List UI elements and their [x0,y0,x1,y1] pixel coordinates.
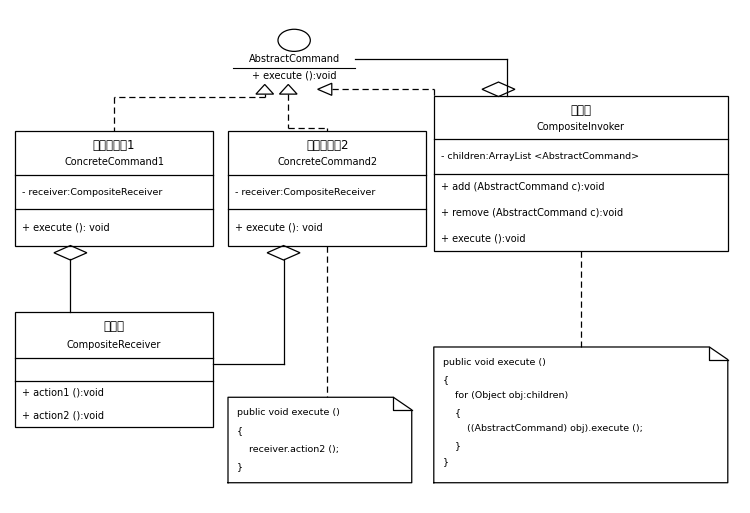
Text: + execute ():void: + execute ():void [252,70,337,81]
Text: CompositeReceiver: CompositeReceiver [67,340,161,350]
Text: }: } [237,463,243,471]
Text: for (Object obj:children): for (Object obj:children) [442,391,568,400]
Text: 接收者: 接收者 [104,320,125,333]
Text: 具体命令的1: 具体命令的1 [93,139,135,152]
Text: + action2 ():void: + action2 ():void [22,411,104,421]
Text: CompositeInvoker: CompositeInvoker [537,122,625,132]
FancyBboxPatch shape [228,131,427,246]
Text: ((AbstractCommand) obj).execute ();: ((AbstractCommand) obj).execute (); [442,424,643,433]
Text: + remove (AbstractCommand c):void: + remove (AbstractCommand c):void [441,208,623,218]
FancyBboxPatch shape [15,131,213,246]
Text: + execute ():void: + execute ():void [441,233,526,244]
Text: AbstractCommand: AbstractCommand [248,54,340,64]
Text: public void execute (): public void execute () [237,408,340,418]
FancyBboxPatch shape [15,312,213,427]
Text: - receiver:CompositeReceiver: - receiver:CompositeReceiver [22,188,163,196]
Polygon shape [228,397,412,483]
Text: + add (AbstractCommand c):void: + add (AbstractCommand c):void [441,182,604,191]
Text: 具体命令的2: 具体命令的2 [306,139,349,152]
Text: {: { [442,408,460,417]
Text: public void execute (): public void execute () [442,358,545,367]
Text: - children:ArrayList <AbstractCommand>: - children:ArrayList <AbstractCommand> [441,152,639,161]
Text: }: } [442,441,460,450]
FancyBboxPatch shape [433,95,728,251]
Text: receiver.action2 ();: receiver.action2 (); [237,445,339,453]
Polygon shape [433,347,728,483]
Text: {: { [237,426,243,436]
Text: + execute (): void: + execute (): void [236,223,323,233]
Text: }: } [442,458,448,467]
Text: {: { [442,374,448,384]
Text: + action1 ():void: + action1 ():void [22,388,104,398]
Text: ConcreteCommand1: ConcreteCommand1 [64,157,164,167]
Text: 调用者: 调用者 [570,104,591,116]
Text: + execute (): void: + execute (): void [22,223,110,233]
Text: ConcreteCommand2: ConcreteCommand2 [278,157,377,167]
Text: - receiver:CompositeReceiver: - receiver:CompositeReceiver [236,188,376,196]
